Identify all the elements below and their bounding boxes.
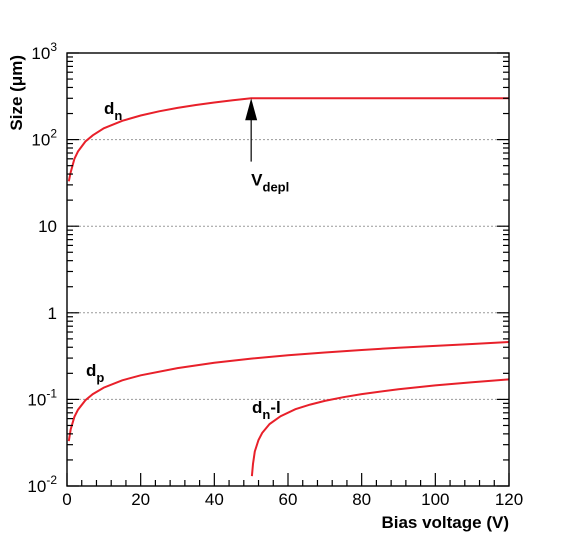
plot-area xyxy=(67,97,510,477)
x-tick-label: 0 xyxy=(62,490,71,509)
x-tick-label: 120 xyxy=(495,490,523,509)
vdepl-annotation: Vdepl xyxy=(245,98,289,195)
series-label-dn-l: dn-l xyxy=(252,398,281,422)
x-tick-label: 20 xyxy=(131,490,150,509)
y-tick-label: 10-2 xyxy=(27,473,57,496)
x-tick-label: 40 xyxy=(205,490,224,509)
y-tick-label: 102 xyxy=(31,127,57,150)
x-tick-label: 60 xyxy=(279,490,298,509)
y-axis-title: Size (μm) xyxy=(7,55,26,131)
annotation-label-vdepl: Vdepl xyxy=(251,171,289,195)
grid-lines xyxy=(67,139,509,400)
series-line-dn-l xyxy=(250,378,510,477)
series-line-dp xyxy=(67,341,510,442)
annotation-arrow-head xyxy=(245,98,258,121)
y-tick-label: 1 xyxy=(48,304,57,323)
series-label-dn: dn xyxy=(104,99,122,123)
series-labels: dn dp dn-l xyxy=(86,99,281,422)
axis-ticks xyxy=(66,52,510,487)
x-tick-label: 100 xyxy=(421,490,449,509)
y-tick-label: 10 xyxy=(38,217,57,236)
x-tick-label: 80 xyxy=(352,490,371,509)
series-label-dp: dp xyxy=(86,361,104,385)
x-axis-title: Bias voltage (V) xyxy=(381,513,509,532)
series-line-dn xyxy=(67,97,509,182)
y-tick-label: 103 xyxy=(31,40,57,63)
y-tick-label: 10-1 xyxy=(27,386,57,409)
tick-labels: 10-2 10-1 1 10 102 103 0 20 40 60 80 100 120 xyxy=(27,40,523,509)
